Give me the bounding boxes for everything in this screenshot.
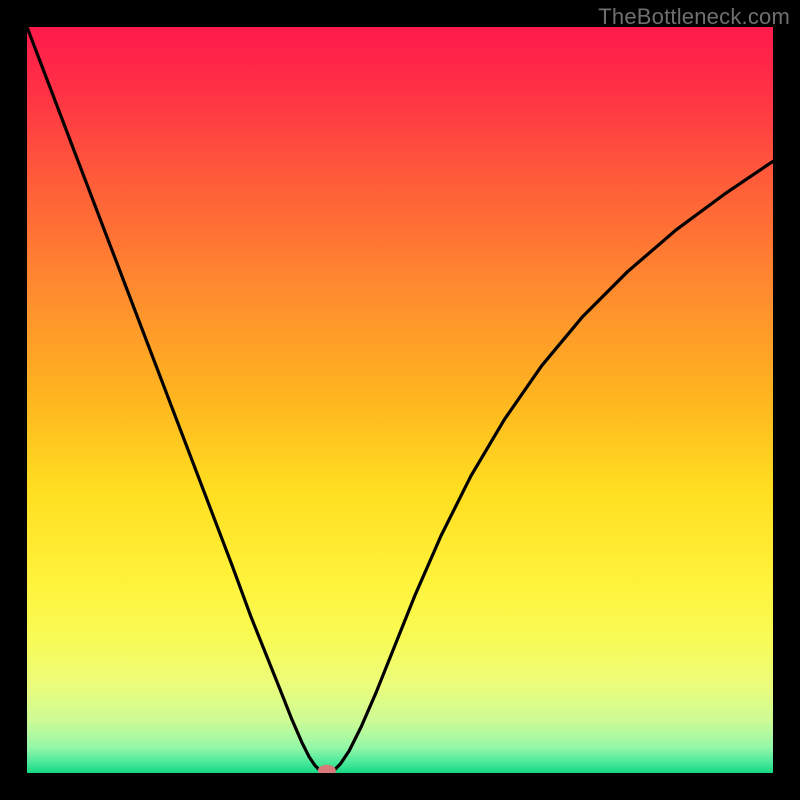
gradient-background xyxy=(27,27,773,773)
bottleneck-plot xyxy=(27,27,773,773)
chart-stage: TheBottleneck.com xyxy=(0,0,800,800)
